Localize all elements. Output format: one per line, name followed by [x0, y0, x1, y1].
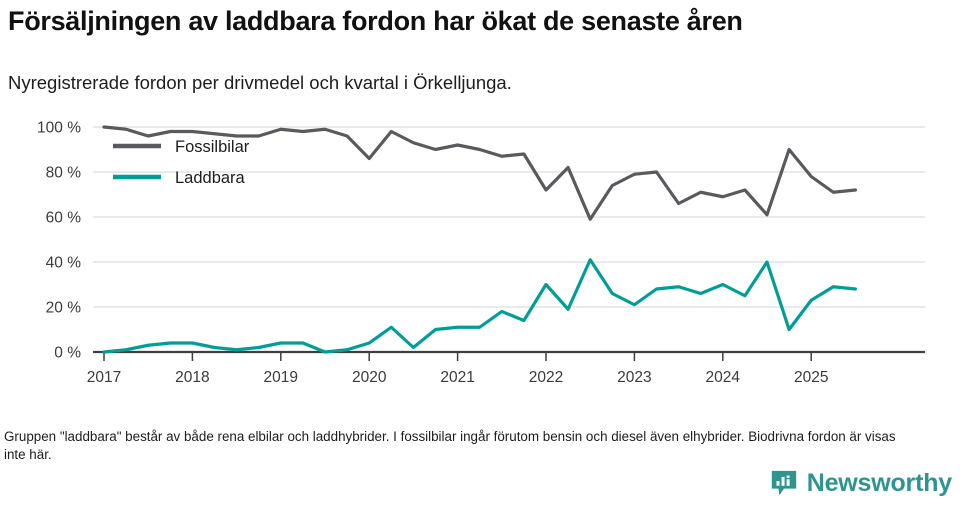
- x-axis-tick-label: 2025: [794, 369, 828, 386]
- bar-chart-speech-bubble-icon: [771, 470, 796, 496]
- series-line-1: [102, 125, 858, 221]
- x-axis-tick-label: 2020: [352, 369, 387, 386]
- chart-canvas: 0 % 20 % 40 % 60 % 80 % 100 % 2017 2018 2019 202…: [37, 120, 925, 386]
- x-axis-tick-label: 2023: [617, 369, 651, 386]
- legend-label: Laddbara: [175, 169, 246, 187]
- y-axis-tick-label: 0 %: [54, 345, 81, 362]
- x-axis-tick-label: 2017: [87, 369, 121, 386]
- x-axis-tick-label: 2021: [440, 369, 474, 386]
- legend-label: Fossilbilar: [175, 138, 250, 156]
- y-axis-labels: 0 % 20 % 40 % 60 % 80 % 100 %: [37, 120, 81, 362]
- chart-legend: Fossilbilar Laddbara: [113, 138, 250, 187]
- x-axis-tick-label: 2018: [175, 369, 209, 386]
- chart-series: [102, 125, 858, 354]
- x-axis-labels: 2017 2018 2019 2020 2021 2022 2023 2024 2025: [87, 369, 829, 386]
- x-axis-tick-label: 2022: [529, 369, 563, 386]
- x-axis-ticks: [103, 352, 812, 361]
- x-axis-tick-label: 2024: [706, 369, 741, 386]
- page-title: Försäljningen av laddbara fordon har öka…: [8, 6, 743, 36]
- line-chart: 0 % 20 % 40 % 60 % 80 % 100 % 2017 2018 2019 202…: [0, 110, 960, 395]
- y-axis-tick-label: 80 %: [46, 165, 82, 182]
- series-line-2: [102, 258, 858, 354]
- page-subtitle: Nyregistrerade fordon per drivmedel och …: [8, 72, 512, 93]
- y-axis-tick-label: 60 %: [46, 210, 82, 227]
- y-axis-tick-label: 20 %: [46, 300, 82, 317]
- brand-name: Newsworthy: [806, 468, 952, 497]
- x-axis-tick-label: 2019: [264, 369, 298, 386]
- brand-logo: Newsworthy: [769, 468, 952, 498]
- y-axis-tick-label: 100 %: [37, 120, 81, 137]
- footnote: Gruppen "laddbara" består av både rena e…: [4, 429, 896, 462]
- y-axis-tick-label: 40 %: [46, 255, 82, 272]
- gridlines: [93, 126, 925, 354]
